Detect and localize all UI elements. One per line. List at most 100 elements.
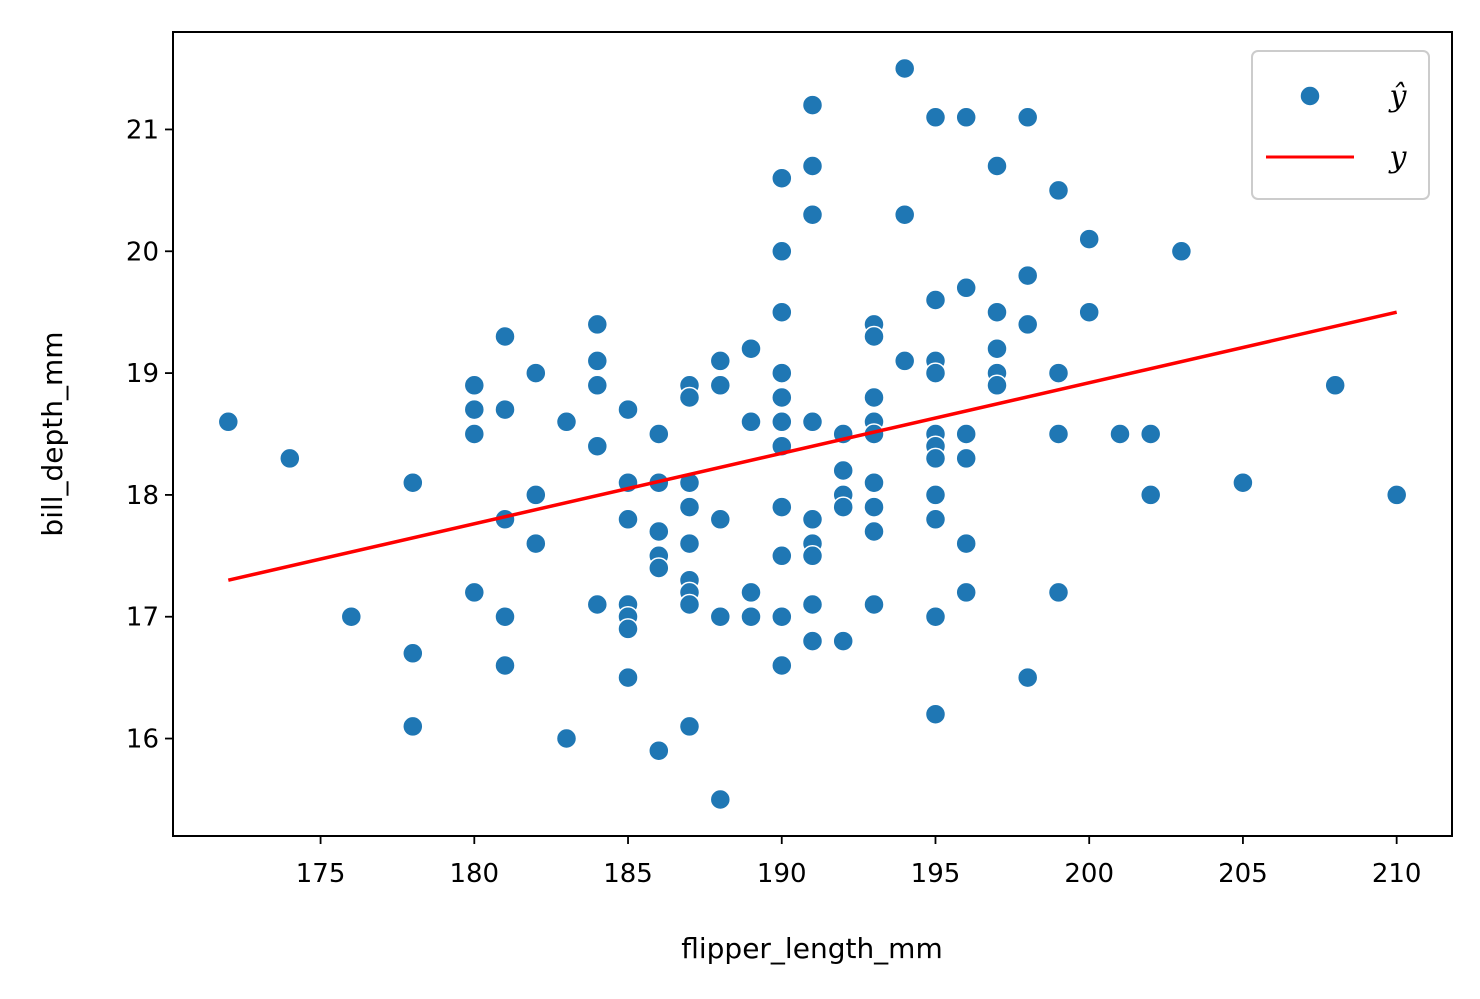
data-point	[924, 508, 947, 531]
data-point	[617, 508, 639, 531]
data-point	[1232, 471, 1254, 494]
regression-line-layer	[227, 310, 1398, 582]
data-point	[771, 386, 793, 409]
data-point	[586, 593, 609, 616]
data-point	[1047, 581, 1070, 604]
data-point	[771, 545, 793, 567]
data-point	[648, 423, 670, 445]
regression-line	[227, 310, 1398, 582]
data-point	[525, 532, 547, 555]
data-point	[801, 630, 824, 652]
data-point	[1047, 423, 1070, 445]
data-point	[678, 532, 701, 555]
data-point	[1047, 362, 1070, 384]
data-point	[801, 508, 824, 531]
data-point	[463, 398, 486, 421]
data-point	[1139, 484, 1162, 506]
data-point	[771, 411, 793, 433]
data-point	[771, 605, 793, 628]
data-point	[617, 666, 639, 689]
data-point	[494, 605, 516, 628]
data-point	[740, 581, 762, 604]
data-point	[771, 654, 793, 677]
data-point	[586, 435, 609, 457]
data-point	[1016, 666, 1039, 689]
data-point	[279, 447, 301, 470]
data-point	[924, 106, 947, 129]
data-point	[863, 386, 885, 409]
data-point	[648, 520, 670, 543]
data-point	[740, 605, 762, 628]
legend-box	[1251, 50, 1430, 200]
data-point	[1078, 301, 1100, 323]
data-point	[955, 277, 977, 299]
legend-marker-yhat	[1299, 85, 1321, 107]
data-point	[709, 350, 732, 372]
data-point	[801, 155, 824, 177]
data-point	[217, 411, 240, 433]
data-point	[586, 374, 609, 397]
data-point	[494, 398, 516, 421]
data-point	[1139, 423, 1162, 445]
data-point	[648, 739, 670, 762]
x-tick-label: 185	[603, 859, 653, 889]
data-point	[494, 325, 516, 348]
data-point	[1385, 484, 1408, 506]
data-point	[801, 593, 824, 616]
data-point	[402, 642, 424, 665]
y-tick-label: 18	[126, 481, 159, 511]
x-tick-label: 180	[449, 859, 499, 889]
data-point	[555, 411, 578, 433]
x-tick-label: 195	[911, 859, 961, 889]
data-point	[924, 484, 947, 506]
data-point	[586, 350, 609, 372]
data-point	[801, 545, 824, 567]
x-tick-label: 210	[1372, 859, 1422, 889]
legend-label-y: y	[1388, 140, 1408, 175]
data-point	[525, 362, 547, 384]
data-point	[740, 411, 762, 433]
data-point	[771, 167, 793, 189]
data-point	[924, 289, 947, 311]
data-point	[340, 605, 363, 628]
data-point	[1170, 240, 1193, 263]
data-point	[1016, 264, 1039, 287]
data-point	[402, 471, 424, 494]
plot-frame	[172, 31, 1453, 837]
data-point	[771, 301, 793, 323]
data-point	[617, 398, 639, 421]
data-point	[893, 350, 916, 372]
data-point	[678, 593, 701, 616]
data-point	[986, 374, 1008, 397]
data-point	[525, 484, 547, 506]
data-point	[1047, 179, 1070, 202]
data-point	[801, 411, 824, 433]
data-point	[771, 496, 793, 518]
data-point	[1016, 106, 1039, 129]
data-point	[1016, 313, 1039, 336]
data-point	[678, 496, 701, 518]
data-point	[678, 715, 701, 738]
data-point	[709, 788, 732, 811]
data-point	[494, 654, 516, 677]
data-point	[586, 313, 609, 336]
data-point	[1109, 423, 1131, 445]
x-tick-label: 205	[1218, 859, 1268, 889]
data-point	[955, 532, 977, 555]
x-tick-label: 190	[757, 859, 807, 889]
legend: ŷ y	[1251, 50, 1430, 200]
y-axis-label: bill_depth_mm	[36, 331, 69, 536]
legend-label-yhat: ŷ	[1388, 79, 1408, 114]
data-point	[924, 605, 947, 628]
data-point	[832, 630, 854, 652]
data-point	[863, 593, 885, 616]
data-point	[863, 325, 885, 348]
data-point	[617, 618, 639, 640]
data-point	[955, 423, 977, 445]
data-point	[801, 203, 824, 226]
data-point	[709, 374, 732, 397]
data-point	[955, 106, 977, 129]
data-point	[463, 374, 486, 397]
